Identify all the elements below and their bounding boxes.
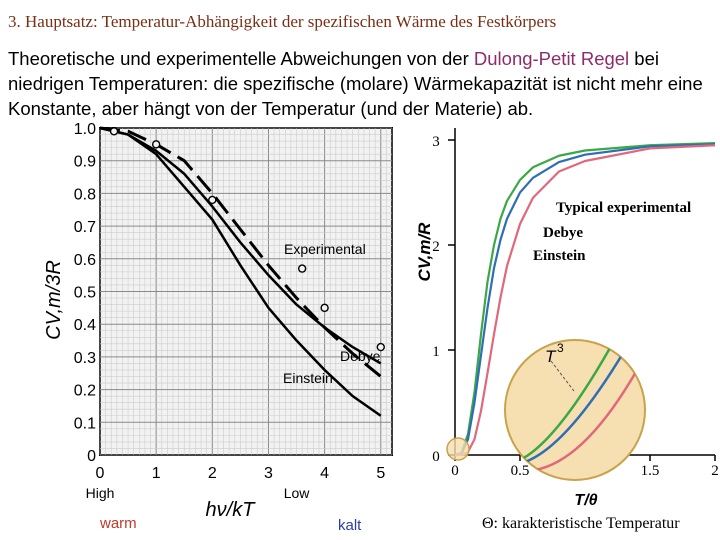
left-data-point [109, 127, 119, 136]
left-series-einstein [99, 126, 382, 417]
left-y-tick-label: 0.5 [74, 285, 96, 302]
inset-curves [519, 340, 645, 472]
left-y-tick-label: 0.1 [74, 415, 96, 432]
inset-curve-einstein [534, 349, 645, 472]
right-x-tick-label: 0 [451, 463, 459, 479]
inset-curve-debye [524, 340, 634, 464]
intro-text-end: bei niedrigen Temperaturen: die spezifis… [8, 48, 703, 119]
inset-pointer [550, 360, 575, 392]
left-data-point [208, 195, 217, 205]
slide-title: 3. Hauptsatz: Temperatur-Abhängigkeit de… [8, 12, 557, 31]
left-x-low-label: Low [284, 485, 311, 501]
inset-curve-experimental [519, 340, 622, 462]
left-y-tick-label: 0.4 [74, 317, 96, 334]
right-x-axis-label: T/θ [574, 492, 597, 509]
intro-paragraph: Theoretische und experimentelle Abweichu… [8, 46, 720, 121]
right-x-tick-label: 1.5 [641, 463, 660, 479]
left-y-axis-label: CV,m/3R [43, 260, 65, 340]
warm-label: warm [100, 515, 137, 532]
left-data-point [376, 342, 385, 352]
right-y-tick-label: 0 [432, 449, 440, 465]
left-data-point [297, 264, 307, 273]
left-x-axis-label: hν/kT [206, 499, 257, 521]
right-y-tick-label: 2 [432, 239, 440, 255]
left-y-tick-label: 0.7 [74, 219, 96, 236]
left-x-high-label: High [86, 485, 115, 501]
left-x-tick-label: 4 [320, 465, 329, 482]
right-series-label-debye: Debye [543, 225, 583, 241]
theta-note: Θ: karakteristische Temperatur [482, 515, 680, 532]
intro-text-start: Theoretische und experimentelle Abweichu… [8, 48, 474, 69]
left-series-label-debye: Debye [340, 348, 381, 364]
left-y-tick-label: 0.2 [74, 383, 96, 400]
left-y-tick-label: 1.0 [74, 121, 96, 138]
left-y-tick-label: 0.9 [74, 154, 96, 171]
inset-exponent-label: 3 [557, 341, 564, 355]
right-series-typical-experimental [454, 142, 716, 457]
left-series-debye [99, 126, 382, 365]
right-y-axis-label: CV,m/R [415, 222, 434, 282]
left-data-point [320, 303, 329, 313]
left-x-tick-label: 3 [264, 465, 273, 482]
left-series-label-einstein: Einstein [283, 370, 333, 386]
left-x-tick-label: 0 [96, 465, 105, 482]
right-series-debye [454, 143, 716, 457]
left-series-experimental [99, 126, 382, 378]
right-series-label-einstein: Einstein [533, 248, 586, 264]
left-series-label-experimental: Experimental [284, 241, 366, 257]
inset-t-label: T [545, 347, 557, 366]
right-series-label-experimental: Typical experimental [556, 200, 691, 216]
dulong-petit-highlight: Dulong-Petit Regel [473, 48, 630, 69]
left-chart: 0 0.1 0.2 0.3 0.4 0.5 0.6 0.7 0.8 0.9 1.0 0 1 2 3 4 5 Hig… [43, 121, 393, 521]
inset-background [504, 339, 646, 481]
left-x-tick-label: 5 [376, 465, 385, 482]
left-data-point [151, 140, 161, 149]
left-y-tick-label: 0.3 [74, 350, 96, 367]
left-x-tick-label: 2 [208, 465, 217, 482]
left-x-tick-label: 1 [152, 465, 161, 482]
left-y-tick-label: 0.8 [74, 186, 96, 203]
left-y-tick-label: 0.6 [74, 252, 96, 269]
left-grid [99, 127, 393, 456]
right-y-tick-label: 1 [432, 344, 440, 360]
right-x-tick-label: 2 [711, 463, 719, 479]
kalt-label: kalt [338, 517, 362, 534]
origin-zoom-circle [446, 437, 470, 461]
right-series-einstein [455, 144, 716, 457]
left-y-tick-label: 0 [87, 448, 96, 465]
right-x-tick-label: 0.5 [511, 463, 530, 479]
right-y-tick-label: 3 [432, 134, 440, 150]
